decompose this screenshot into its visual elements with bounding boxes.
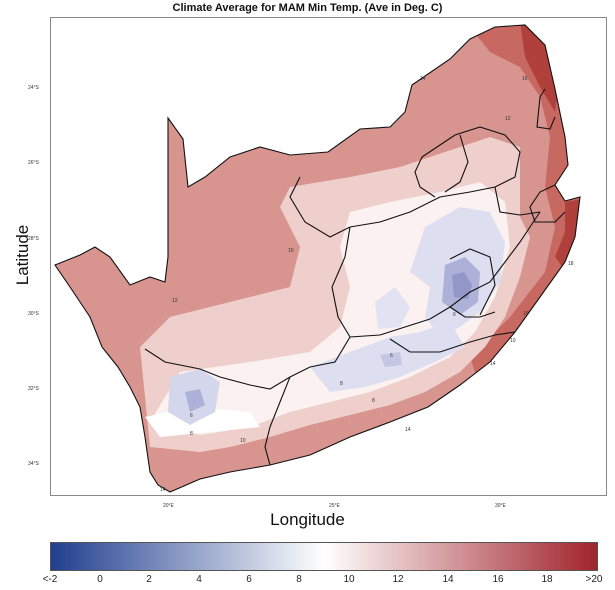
x-tick-label: 20°E [163,503,174,509]
x-tick-label: 25°E [329,503,340,509]
y-tick-label: 24°S [28,85,39,91]
contour-label: 8 [340,381,343,387]
x-axis-label: Longitude [270,510,345,529]
contour-label: 10 [288,248,294,254]
contour-label: 8 [372,398,375,404]
contour-label: 14 [420,76,426,82]
contour-label: 8 [190,431,193,437]
map-title: Climate Average for MAM Min Temp. (Ave i… [172,2,443,14]
contour-label: 6 [190,413,193,419]
y-axis-label: Latitude [13,224,32,286]
contour-label: 6 [390,353,393,359]
y-tick-label: 28°S [28,236,39,242]
contour-label: 12 [172,298,178,304]
y-tick-label: 34°S [28,461,39,467]
x-tick-label: 30°E [495,503,506,509]
y-tick-label: 30°S [28,311,39,317]
colorbar-tick-label: 12 [392,574,404,585]
contour-label: 16 [522,76,528,82]
contour-label: 6 [453,312,456,318]
contour-label: 14 [405,427,411,433]
colorbar-tick-label: 10 [343,574,355,585]
colorbar-tick-label: <-2 [42,574,58,585]
colorbar-tick-label: 0 [97,574,103,585]
colorbar-tick-label: 18 [541,574,553,585]
contour-label: 10 [510,338,516,344]
contour-label: 12 [505,116,511,122]
colorbar [50,542,598,571]
colorbar-tick-label: 8 [296,574,302,585]
borders [54,24,581,493]
contour-label: 16 [523,311,529,317]
contour-label: 14 [490,361,496,367]
temperature-map: 14 16 12 10 12 10 8 6 6 8 6 8 10 14 14 1… [54,24,581,493]
colorbar-tick-label: 4 [196,574,202,585]
y-tick-label: 26°S [28,160,39,166]
colorbar-tick-label: >20 [585,574,603,585]
filled-contours [55,25,580,492]
colorbar-tick-label: 6 [246,574,252,585]
contour-label: 14 [160,487,166,493]
y-tick-label: 32°S [28,386,39,392]
contour-labels: 14 16 12 10 12 10 8 6 6 8 6 8 10 14 14 1… [160,76,574,493]
contour-label: 18 [568,261,574,267]
colorbar-tick-label: 16 [492,574,504,585]
contour-label: 10 [240,438,246,444]
colorbar-tick-label: 14 [442,574,454,585]
colorbar-tick-label: 2 [146,574,152,585]
